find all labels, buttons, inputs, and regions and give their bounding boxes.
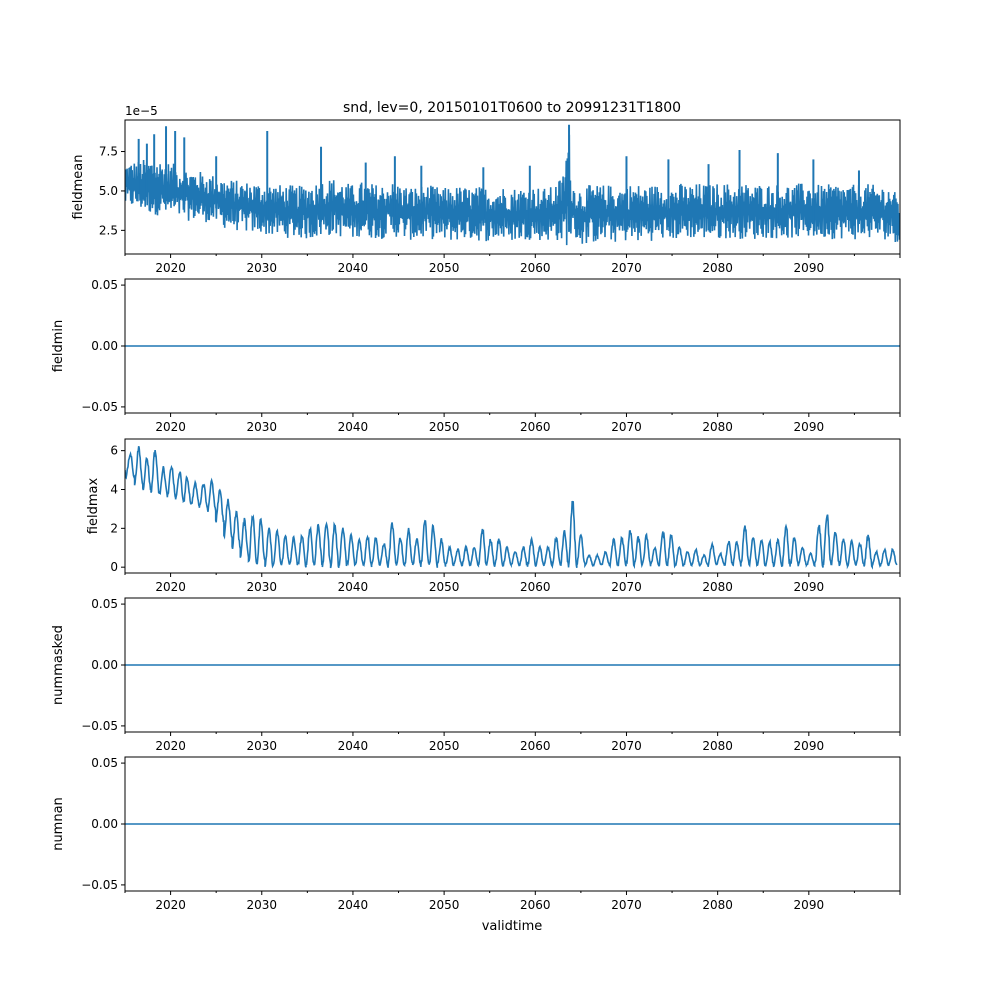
y-tick-label: 6 [110, 444, 118, 458]
x-tick-label: 2060 [520, 580, 551, 594]
y-axis-label: numnan [51, 797, 66, 851]
y-tick-label: 0.05 [91, 756, 118, 770]
panel-nummasked: 2020 2030 2040 2050 2060 2070 2080 2090 −0.05 0.0… [51, 597, 901, 753]
axes-frame [124, 438, 901, 574]
x-tick-label: 2090 [794, 739, 825, 753]
x-tick-label: 2020 [155, 261, 186, 275]
series-line-fieldmean [125, 134, 900, 246]
x-tick-label: 2090 [794, 898, 825, 912]
y-tick-label: 0.00 [91, 339, 118, 353]
panels: 2020 2030 2040 2050 2060 2070 2080 2090 2.5 5.0 7.… [51, 104, 901, 912]
x-tick-label: 2070 [611, 580, 642, 594]
x-tick-label: 2080 [702, 739, 733, 753]
x-tick-label: 2030 [246, 420, 277, 434]
x-tick-label: 2080 [702, 580, 733, 594]
x-tick-label: 2060 [520, 739, 551, 753]
y-tick-label: 0 [110, 560, 118, 574]
x-tick-label: 2050 [429, 580, 460, 594]
y-axis-label: fieldmin [51, 320, 66, 373]
x-tick-label: 2020 [155, 739, 186, 753]
x-tick-label: 2040 [338, 261, 369, 275]
x-tick-label: 2020 [155, 898, 186, 912]
y-axis-label: fieldmax [86, 478, 101, 535]
x-tick-label: 2070 [611, 898, 642, 912]
x-tick-label: 2080 [702, 261, 733, 275]
y-tick-label: −0.05 [81, 719, 118, 733]
y-tick-label: 0.05 [91, 597, 118, 611]
x-tick-label: 2040 [338, 420, 369, 434]
x-tick-label: 2070 [611, 420, 642, 434]
y-tick-label: −0.05 [81, 878, 118, 892]
y-axis-label: fieldmean [71, 155, 86, 220]
x-tick-label: 2060 [520, 420, 551, 434]
figure-title: snd, lev=0, 20150101T0600 to 20991231T18… [343, 100, 681, 116]
y-tick-label: −0.05 [81, 400, 118, 414]
y-tick-label: 2.5 [99, 223, 118, 237]
y-tick-label: 4 [110, 482, 118, 496]
series-fieldmax [125, 445, 898, 570]
y-tick-label: 7.5 [99, 145, 118, 159]
series-line-fieldmax [125, 445, 898, 570]
panel-fieldmean: 2020 2030 2040 2050 2060 2070 2080 2090 2.5 5.0 7.… [71, 104, 901, 275]
x-tick-label: 2090 [794, 420, 825, 434]
x-tick-label: 2040 [338, 580, 369, 594]
x-tick-label: 2060 [520, 898, 551, 912]
y-offset-text: 1e−5 [125, 104, 158, 118]
x-tick-label: 2030 [246, 739, 277, 753]
axes-frame [124, 119, 901, 255]
x-tick-label: 2020 [155, 580, 186, 594]
x-tick-label: 2070 [611, 739, 642, 753]
x-tick-label: 2050 [429, 739, 460, 753]
x-tick-label: 2050 [429, 261, 460, 275]
panel-fieldmax: 2020 2030 2040 2050 2060 2070 2080 2090 0 2 4 6 fiel… [86, 438, 901, 594]
x-tick-label: 2030 [246, 261, 277, 275]
x-tick-label: 2040 [338, 739, 369, 753]
y-tick-label: 0.00 [91, 817, 118, 831]
x-tick-label: 2080 [702, 898, 733, 912]
x-tick-label: 2070 [611, 261, 642, 275]
series-fieldmean [125, 124, 900, 246]
y-tick-label: 2 [110, 521, 118, 535]
x-tick-label: 2090 [794, 261, 825, 275]
x-tick-label: 2090 [794, 580, 825, 594]
x-tick-label: 2060 [520, 261, 551, 275]
y-tick-label: 0.05 [91, 278, 118, 292]
panel-fieldmin: 2020 2030 2040 2050 2060 2070 2080 2090 −0.05 0.0… [51, 278, 901, 434]
x-tick-label: 2020 [155, 420, 186, 434]
x-axis-label: validtime [482, 919, 543, 934]
panel-numnan: 2020 2030 2040 2050 2060 2070 2080 2090 −0.05 0.0… [51, 756, 901, 912]
x-tick-label: 2080 [702, 420, 733, 434]
x-tick-label: 2040 [338, 898, 369, 912]
x-tick-label: 2050 [429, 420, 460, 434]
x-tick-label: 2030 [246, 898, 277, 912]
y-axis-label: nummasked [51, 625, 66, 705]
y-tick-label: 0.00 [91, 658, 118, 672]
y-tick-label: 5.0 [99, 184, 118, 198]
x-tick-label: 2050 [429, 898, 460, 912]
x-tick-label: 2030 [246, 580, 277, 594]
